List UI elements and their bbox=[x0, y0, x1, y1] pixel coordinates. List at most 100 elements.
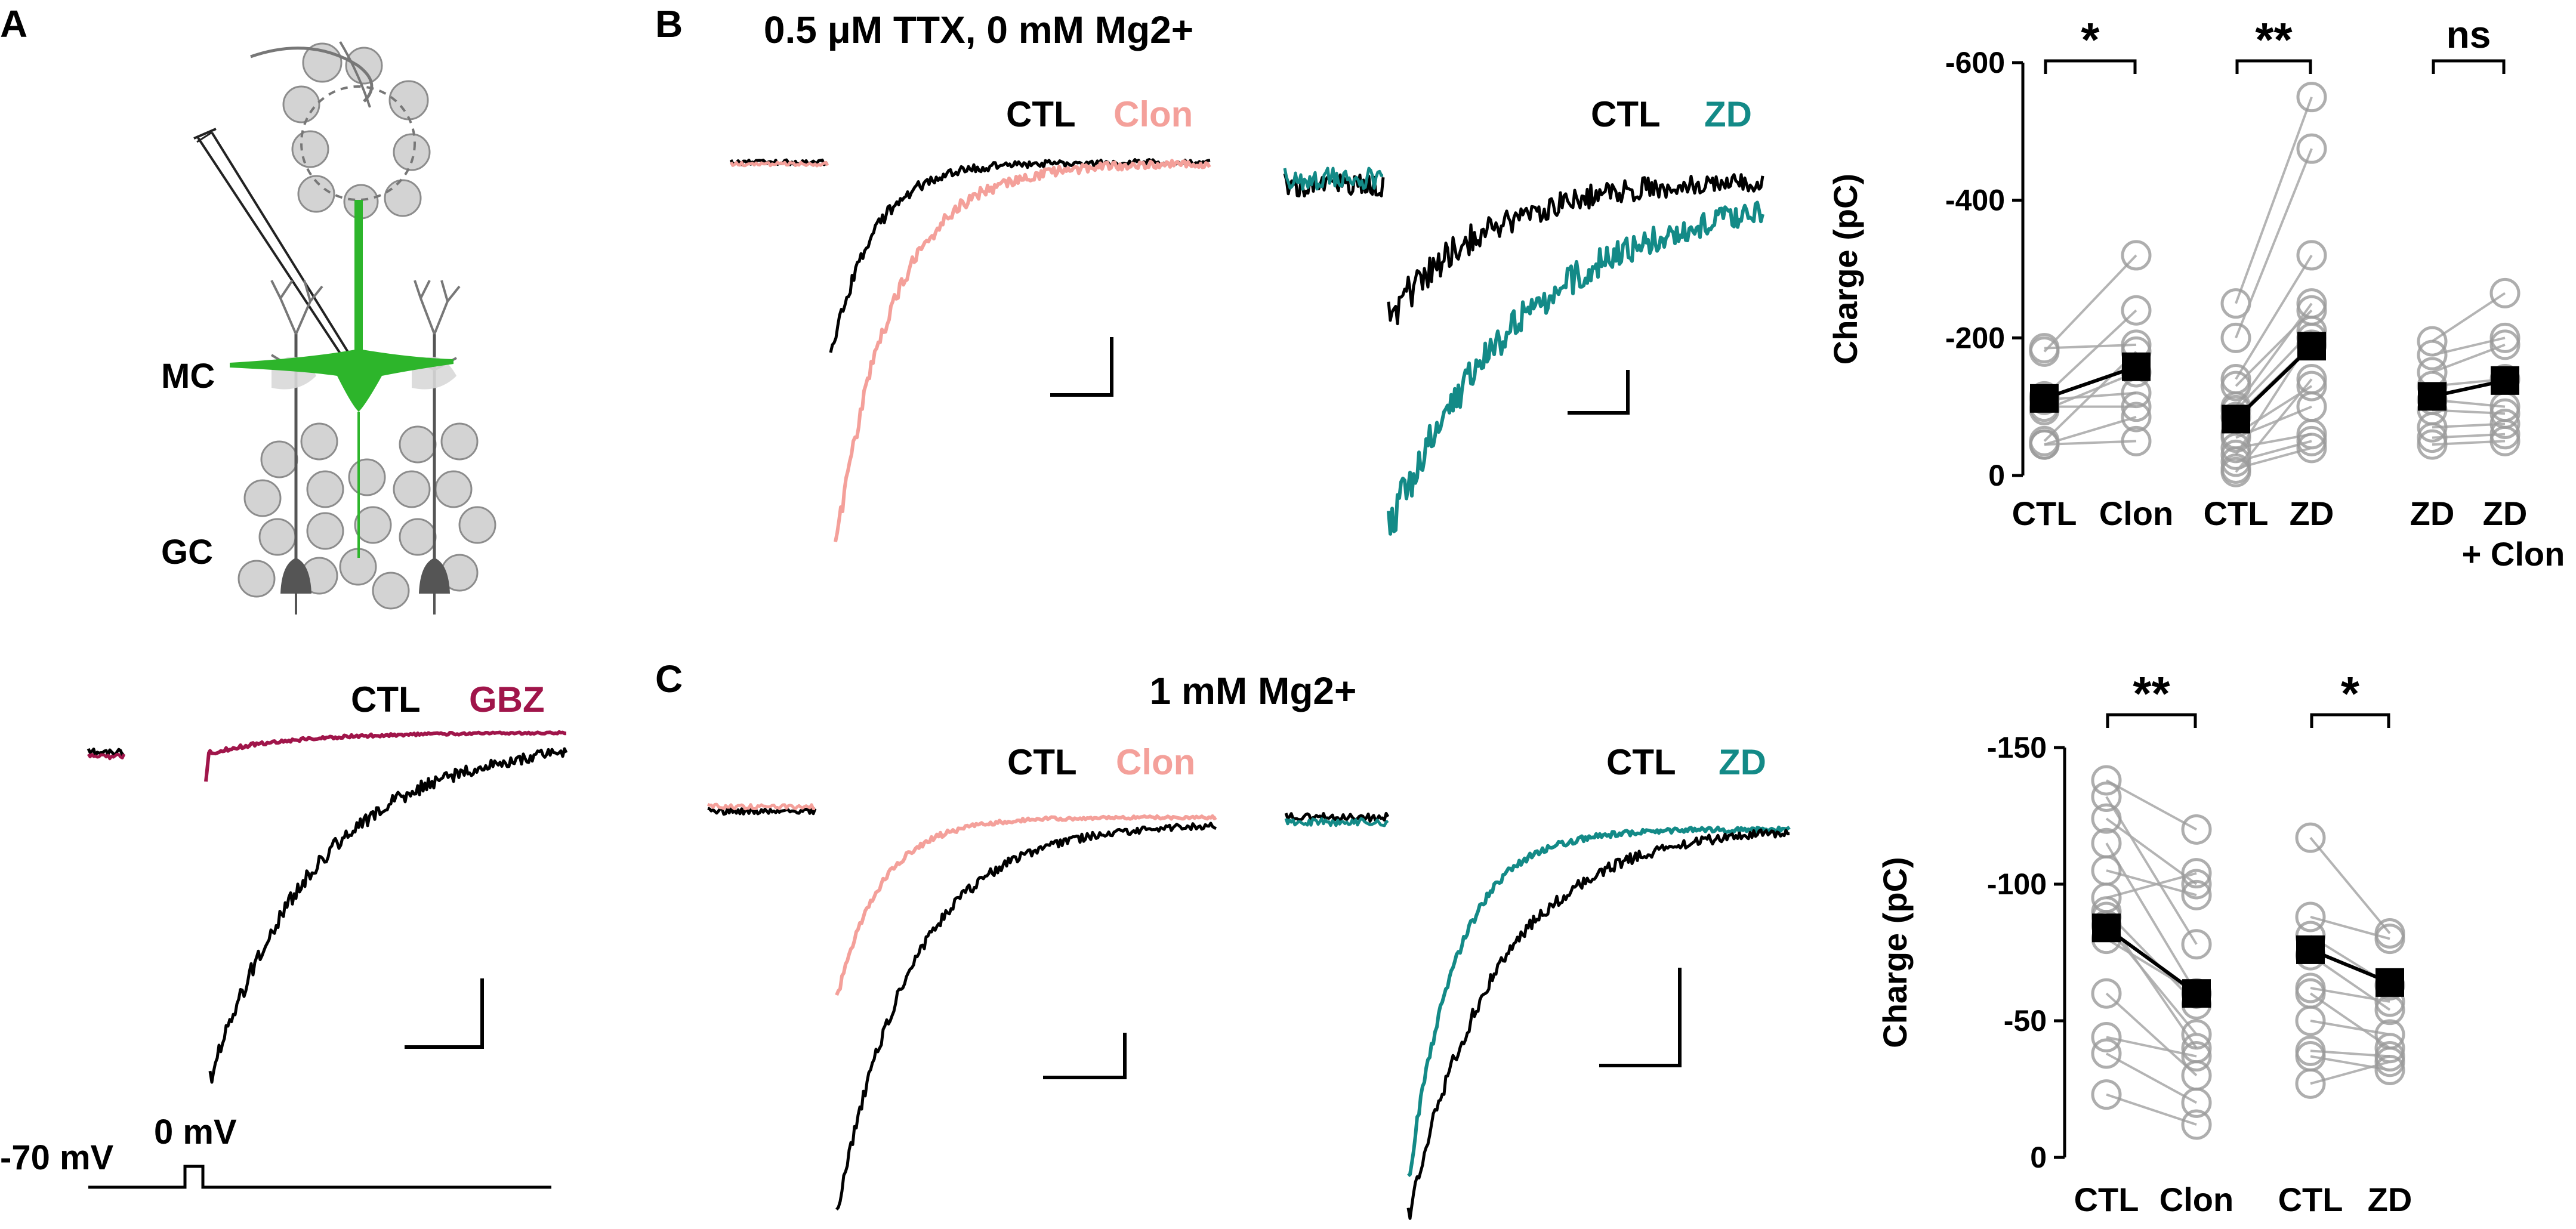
data-point bbox=[2181, 869, 2212, 900]
y-axis-label: Charge (pC) bbox=[1827, 174, 1864, 365]
scale-bar-b2 bbox=[1568, 370, 1630, 415]
data-point bbox=[2296, 364, 2327, 395]
scale-bar-a bbox=[405, 978, 484, 1049]
paired-line bbox=[2106, 1093, 2197, 1126]
x-tick-label: ZD bbox=[2368, 1181, 2413, 1218]
data-point bbox=[2374, 924, 2405, 955]
data-point bbox=[2121, 402, 2152, 433]
mean-line bbox=[2044, 365, 2137, 400]
data-point bbox=[2417, 422, 2448, 453]
paired-line bbox=[2106, 779, 2197, 831]
legend-b-zd-label: ZD bbox=[1704, 94, 1752, 134]
legend-a-gbz: GBZ bbox=[469, 680, 545, 720]
legend-c-clon: CTL Clon bbox=[1007, 742, 1195, 782]
x-tick-label: ZD bbox=[2410, 495, 2455, 532]
circuit-diagram: MC GC bbox=[161, 41, 496, 614]
data-point bbox=[2489, 425, 2521, 456]
y-tick-label: -50 bbox=[2004, 1004, 2047, 1037]
paired-line bbox=[2309, 836, 2391, 934]
data-point bbox=[2220, 322, 2251, 353]
significance-label: ** bbox=[2133, 667, 2170, 720]
voltage-protocol: -70 mV 0 mV bbox=[0, 1113, 551, 1189]
panel-b-title: 0.5 μM TTX, 0 mM Mg2+ bbox=[764, 8, 1193, 51]
paired-line bbox=[2106, 869, 2197, 897]
panel-b-label: B bbox=[655, 2, 683, 45]
data-point bbox=[2121, 425, 2152, 456]
significance-bracket bbox=[2044, 59, 2137, 74]
scale-bar-b1 bbox=[1050, 337, 1113, 397]
trace-c2-zd bbox=[1407, 825, 1791, 1178]
x-tick-label: CTL bbox=[2012, 495, 2077, 532]
paired-line bbox=[2235, 378, 2313, 473]
data-point bbox=[2121, 391, 2152, 422]
y-tick-label: -100 bbox=[1987, 867, 2047, 901]
trace-c-ctl bbox=[835, 822, 1217, 1211]
mean-marker bbox=[2092, 913, 2121, 943]
legend-b-clon: CTL Clon bbox=[1006, 94, 1193, 134]
significance-bracket bbox=[2432, 59, 2506, 74]
paired-line bbox=[2043, 350, 2137, 442]
x-tick-label: Clon bbox=[2159, 1181, 2233, 1218]
trace-a-gbz bbox=[204, 730, 566, 782]
x-tick-label: CTL bbox=[2204, 495, 2269, 532]
paired-line bbox=[2235, 254, 2313, 380]
trace-b-ctl bbox=[829, 158, 1211, 353]
paired-line bbox=[2044, 371, 2137, 412]
data-point bbox=[2091, 1021, 2122, 1052]
step-potential-label: 0 mV bbox=[154, 1113, 237, 1151]
paired-line bbox=[2235, 302, 2313, 407]
granule-layer-cells bbox=[237, 422, 496, 610]
panel-a-label: A bbox=[0, 2, 27, 45]
trace-a-ctl-baseline bbox=[87, 748, 125, 758]
trace-c-clon-baseline bbox=[707, 802, 816, 811]
paired-line bbox=[2043, 254, 2137, 353]
data-point bbox=[2489, 329, 2521, 360]
paired-line bbox=[2044, 343, 2137, 350]
data-point bbox=[2091, 765, 2122, 796]
paired-line bbox=[2432, 422, 2506, 429]
mean-marker bbox=[2491, 366, 2519, 395]
mean-marker bbox=[2376, 968, 2404, 997]
trace-a-ctl bbox=[208, 747, 568, 1084]
trace-b-clon-baseline bbox=[729, 160, 829, 168]
data-point bbox=[2181, 1019, 2212, 1050]
trace-c2-ctl-baseline bbox=[1284, 811, 1390, 823]
data-point bbox=[2181, 1087, 2212, 1118]
data-point bbox=[2181, 814, 2212, 845]
glomerulus-cells bbox=[282, 42, 431, 220]
data-point bbox=[2029, 429, 2060, 460]
data-point bbox=[2121, 295, 2152, 326]
mean-marker bbox=[2030, 384, 2059, 413]
data-point bbox=[2489, 322, 2521, 353]
trace-c2-ctl bbox=[1406, 828, 1790, 1220]
data-point bbox=[2181, 1041, 2212, 1072]
legend-b-zd: CTL ZD bbox=[1591, 94, 1752, 134]
data-point bbox=[2181, 1109, 2212, 1140]
data-point bbox=[2417, 412, 2448, 443]
legend-b-ctl: CTL bbox=[1006, 94, 1076, 134]
data-point bbox=[2417, 429, 2448, 460]
paired-line bbox=[2432, 440, 2506, 446]
data-point bbox=[2295, 901, 2326, 932]
chart-b-charge: -600 -400 -200 0 Charge (pC) * CTL Clon ** CTL ZD n… bbox=[1827, 13, 2565, 573]
x-tick-label: CTL bbox=[2278, 1181, 2343, 1218]
mean-marker bbox=[2297, 332, 2326, 361]
significance-label: ns bbox=[2447, 13, 2491, 56]
y-tick-label: -600 bbox=[1945, 46, 2005, 79]
mean-marker bbox=[2122, 352, 2151, 381]
data-point bbox=[2296, 370, 2327, 402]
data-point bbox=[2296, 82, 2327, 113]
significance-bracket bbox=[2106, 713, 2197, 728]
data-point bbox=[2295, 1068, 2326, 1099]
y-tick-label: -200 bbox=[1945, 321, 2005, 354]
trace-b2-zd-baseline bbox=[1283, 166, 1384, 191]
x-tick-label: ZD bbox=[2483, 495, 2528, 532]
panel-c-label: C bbox=[655, 657, 683, 700]
legend-c-zd: CTL ZD bbox=[1606, 742, 1766, 782]
glomerulus-outline bbox=[300, 85, 416, 201]
trace-b-clon bbox=[834, 159, 1211, 542]
legend-c-clon-label: Clon bbox=[1116, 742, 1195, 782]
legend-a-ctl: CTL bbox=[351, 680, 421, 720]
trace-b2-zd bbox=[1387, 200, 1764, 536]
